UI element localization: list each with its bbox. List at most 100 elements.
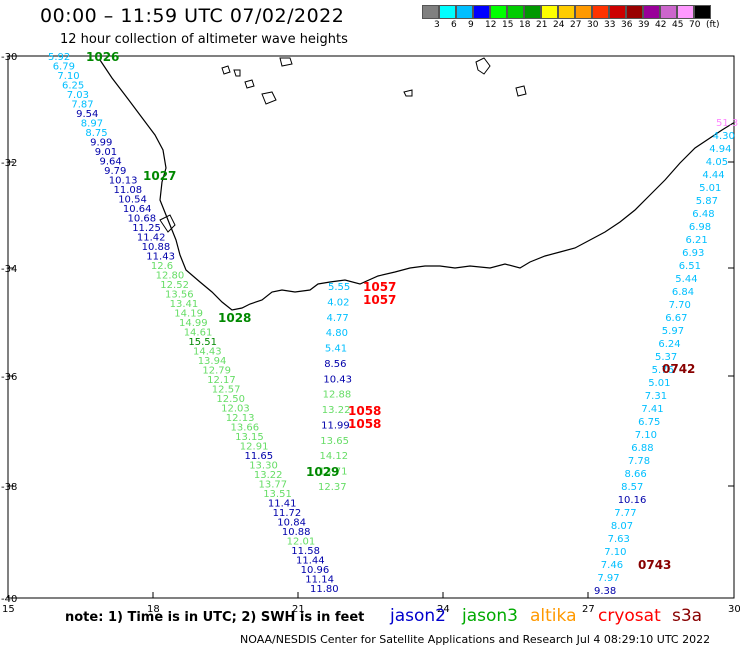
legend-label: 15 xyxy=(502,20,514,30)
wave-height-value: 12.01 xyxy=(287,537,316,548)
wave-height-value: 7.70 xyxy=(669,300,691,311)
wave-height-value: 5.76 xyxy=(652,365,674,376)
footnote: note: 1) Time is in UTC; 2) SWH is in fe… xyxy=(65,610,365,625)
y-tick-label: -34 xyxy=(1,264,17,275)
legend-swatch xyxy=(592,5,609,19)
legend-swatch xyxy=(507,5,524,19)
pressure-label: 1029 xyxy=(306,465,339,479)
wave-height-value: 10.13 xyxy=(109,176,138,187)
legend-label: 36 xyxy=(621,20,633,30)
legend-label: 27 xyxy=(570,20,582,30)
wave-height-value: 5.55 xyxy=(328,282,350,293)
credit-footer: NOAA/NESDIS Center for Satellite Applica… xyxy=(240,633,711,646)
satellite-label-s3a: s3a xyxy=(672,606,703,626)
wave-height-value: 11.44 xyxy=(296,556,325,567)
legend-swatch xyxy=(473,5,490,19)
wave-height-value: 6.67 xyxy=(665,313,687,324)
legend-label: 70 xyxy=(689,20,701,30)
wave-height-value: 11.08 xyxy=(114,185,143,196)
wave-height-value: 7.63 xyxy=(608,534,630,545)
wave-height-value: 9.38 xyxy=(594,586,616,597)
legend-label: 30 xyxy=(587,20,599,30)
y-tick-label: -38 xyxy=(1,482,17,493)
island-outline xyxy=(515,85,527,97)
legend-label: 3 xyxy=(434,20,440,30)
wave-height-value: 10.43 xyxy=(323,374,352,385)
wave-height-value: 6.75 xyxy=(638,417,660,428)
wave-height-value: 4.80 xyxy=(326,328,348,339)
pressure-label: 1058 xyxy=(348,404,381,418)
legend-swatch xyxy=(694,5,711,19)
wave-height-value: 7.87 xyxy=(71,100,93,111)
wave-height-value: 7.10 xyxy=(604,547,626,558)
satellite-label-jason2: jason2 xyxy=(390,606,446,626)
wave-height-value: 12.50 xyxy=(216,394,245,405)
pressure-label: 1058 xyxy=(348,417,381,431)
wave-height-value: 4.77 xyxy=(327,313,349,324)
wave-height-value: 10.16 xyxy=(618,495,647,506)
wave-height-value: 14.12 xyxy=(320,451,349,462)
wave-height-value: 13.71 xyxy=(319,467,348,478)
island-outline xyxy=(233,69,241,77)
wave-height-value: 13.22 xyxy=(322,405,351,416)
wave-height-value: 13.41 xyxy=(170,299,199,310)
wave-height-value: 8.07 xyxy=(611,521,633,532)
satellite-label-altika: altika xyxy=(530,606,577,626)
wave-height-value: 6.24 xyxy=(658,339,680,350)
legend-swatch xyxy=(643,5,660,19)
island-outline xyxy=(475,57,491,75)
wave-height-value: 12.88 xyxy=(323,390,352,401)
island-outline xyxy=(244,79,255,89)
wave-height-value: 6.88 xyxy=(631,443,653,454)
satellite-label-cryosat: cryosat xyxy=(598,606,661,626)
wave-height-value: 10.84 xyxy=(277,518,306,529)
wave-height-value: 10.54 xyxy=(118,195,147,206)
legend-label: 9 xyxy=(468,20,474,30)
x-tick-label: 24 xyxy=(437,604,450,615)
wave-height-value: 10.68 xyxy=(128,214,157,225)
wave-height-value: 13.30 xyxy=(249,461,278,472)
wave-height-value: 7.78 xyxy=(628,456,650,467)
wave-height-value: 4.30 xyxy=(713,131,735,142)
legend-labels: 3 6 9 12 15 18 21 24 27 30 33 36 39 42 45 70 (ft) xyxy=(422,19,720,31)
plot-border xyxy=(7,55,735,599)
wave-height-value: 12.17 xyxy=(207,375,236,386)
wave-height-value: 13.94 xyxy=(198,356,227,367)
wave-height-value: 12.03 xyxy=(221,404,250,415)
wave-height-value: 7.10 xyxy=(57,71,79,82)
wave-height-value: 14.19 xyxy=(174,309,203,320)
wave-height-value: 11.80 xyxy=(310,584,339,595)
color-legend: 3 6 9 12 15 18 21 24 27 30 33 36 39 42 45 70 (ft) xyxy=(422,5,720,31)
coastline xyxy=(99,57,736,311)
pressure-label: 1057 xyxy=(363,293,396,307)
legend-label: 42 xyxy=(655,20,667,30)
wave-height-value: 6.93 xyxy=(682,248,704,259)
wave-height-value: 13.22 xyxy=(254,470,283,481)
wave-height-value: 9.79 xyxy=(104,166,126,177)
legend-label: 45 xyxy=(672,20,684,30)
legend-label: (ft) xyxy=(706,20,720,30)
wave-height-value: 4.02 xyxy=(327,297,349,308)
legend-label: 39 xyxy=(638,20,650,30)
wave-height-value: 11.65 xyxy=(245,451,274,462)
wave-height-value: 8.97 xyxy=(81,119,103,130)
wave-height-value: 10.64 xyxy=(123,204,152,215)
wave-height-value: 5.92 xyxy=(48,52,70,63)
wave-height-value: 5.87 xyxy=(696,196,718,207)
legend-swatch xyxy=(524,5,541,19)
island-outline xyxy=(403,89,413,97)
wave-height-value: 12.37 xyxy=(318,482,347,493)
wave-height-value: 4.05 xyxy=(706,157,728,168)
wave-height-value: 10.88 xyxy=(282,527,311,538)
wave-height-value: 8.75 xyxy=(85,128,107,139)
wave-height-value: 8.57 xyxy=(621,482,643,493)
wave-height-value: 6.21 xyxy=(686,235,708,246)
wave-height-value: 5.01 xyxy=(699,183,721,194)
wave-height-value: 6.51 xyxy=(679,261,701,272)
wave-height-value: 12.52 xyxy=(160,280,189,291)
wave-height-value: 7.41 xyxy=(641,404,663,415)
x-tick-label: 27 xyxy=(582,604,595,615)
wave-height-value: 12.13 xyxy=(226,413,255,424)
